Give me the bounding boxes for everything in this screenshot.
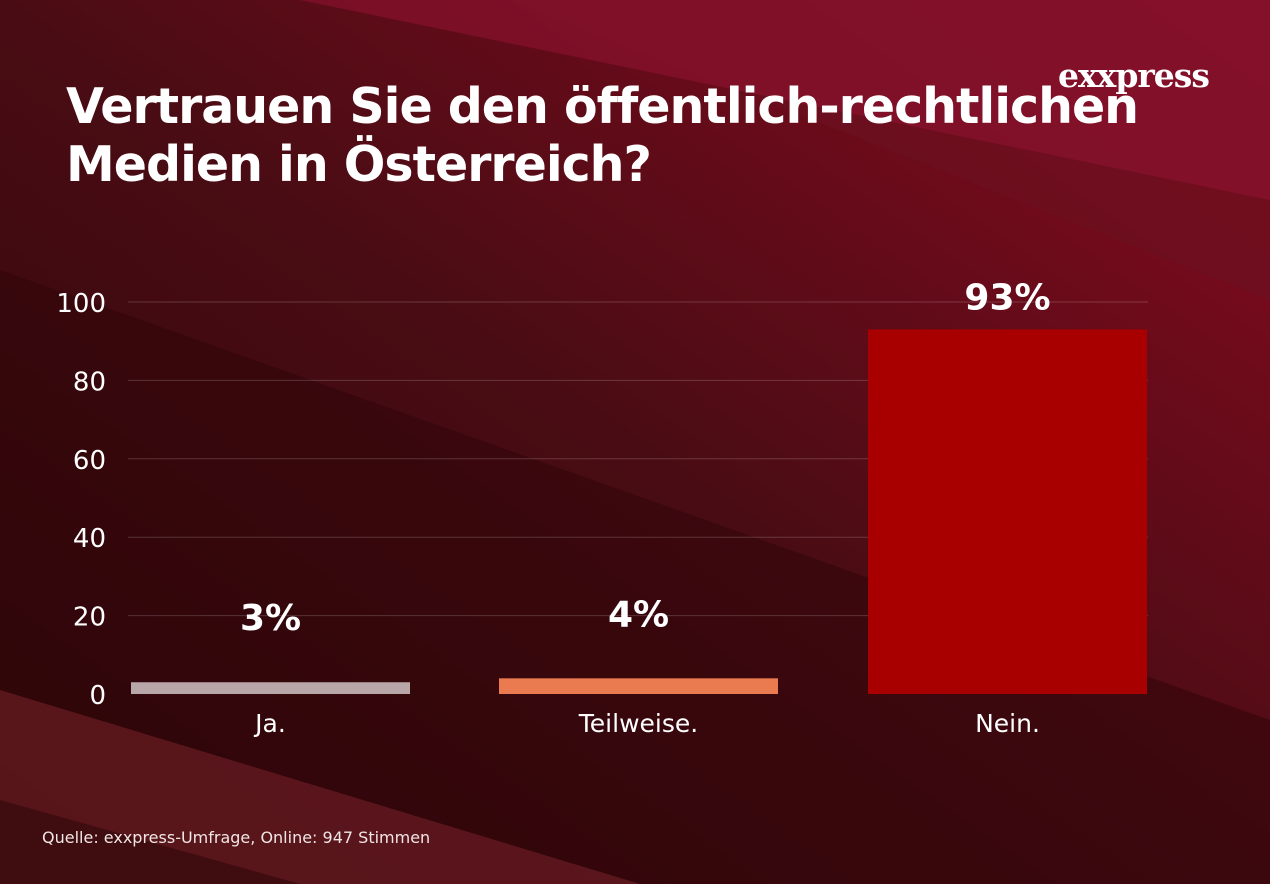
bar: [499, 678, 778, 694]
x-tick-label: Ja.: [253, 709, 286, 738]
data-label: 3%: [240, 598, 301, 639]
y-tick-label: 80: [73, 367, 106, 397]
exxpress-logo: exxpress: [1058, 56, 1210, 95]
source-note: Quelle: exxpress-Umfrage, Online: 947 St…: [42, 828, 431, 847]
x-tick-label: Teilweise.: [578, 709, 698, 738]
title-line-1: Vertrauen Sie den öffentlich-rechtlichen: [66, 78, 1139, 135]
title-line-2: Medien in Österreich?: [66, 136, 652, 193]
data-label: 4%: [608, 594, 669, 635]
chart-title: Vertrauen Sie den öffentlich-rechtlichen…: [66, 78, 1139, 194]
y-tick-label: 40: [73, 524, 106, 554]
y-tick-label: 60: [73, 446, 106, 476]
y-tick-label: 0: [89, 681, 106, 711]
bar: [131, 682, 410, 694]
y-tick-label: 100: [56, 289, 106, 319]
bar: [868, 329, 1147, 694]
data-label: 93%: [964, 277, 1050, 318]
y-tick-label: 20: [73, 603, 106, 633]
x-tick-label: Nein.: [975, 709, 1040, 738]
